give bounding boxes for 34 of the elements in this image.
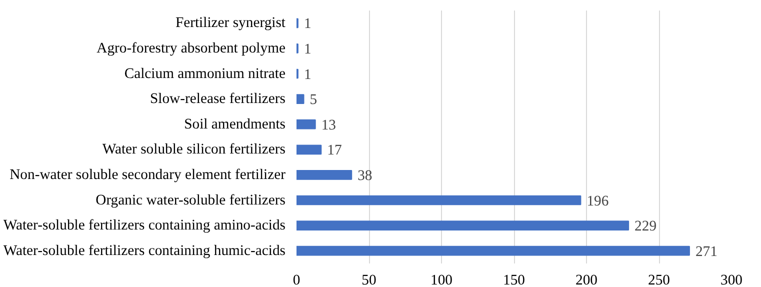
y-tick-label: Organic water-soluble fertilizers (96, 192, 286, 208)
data-label: 1 (304, 66, 312, 83)
x-tick-label: 300 (720, 272, 742, 287)
data-label: 38 (358, 168, 372, 184)
x-tick-label: 150 (503, 272, 525, 287)
data-label: 229 (634, 218, 657, 235)
bar (296, 119, 316, 130)
bar (296, 195, 582, 206)
y-tick-label: Fertilizer synergist (175, 15, 286, 32)
y-tick-label: Slow-release fertilizers (150, 91, 286, 108)
data-label: 1 (304, 41, 312, 58)
x-tick-label: 0 (292, 272, 300, 287)
y-tick-label: Soil amendments (184, 116, 286, 132)
y-tick-label: Agro-forestry absorbent polyme (96, 40, 286, 56)
bar (296, 170, 352, 180)
data-label: 5 (310, 92, 318, 108)
bar (296, 246, 690, 256)
x-tick-label: 200 (576, 272, 598, 287)
x-tick-label: 50 (362, 272, 376, 287)
bar (296, 220, 630, 230)
data-label: 17 (327, 142, 342, 159)
bar (296, 94, 304, 104)
data-label: 13 (321, 117, 336, 134)
x-tick-label: 250 (648, 272, 670, 287)
data-label: 1 (304, 16, 312, 32)
y-tick-label: Water-soluble fertilizers containing humic-acids (3, 242, 286, 259)
y-tick-label: Calcium ammonium nitrate (124, 66, 286, 82)
y-tick-label: Non-water soluble secondary element fertilizer (10, 166, 286, 183)
y-tick-label: Water-soluble fertilizers containing amino-acids (3, 218, 286, 234)
y-tick-label: Water soluble silicon fertilizers (102, 142, 286, 158)
x-tick-label: 100 (430, 272, 452, 287)
data-label: 196 (586, 193, 609, 210)
data-label: 271 (695, 244, 718, 260)
bar (296, 144, 322, 155)
